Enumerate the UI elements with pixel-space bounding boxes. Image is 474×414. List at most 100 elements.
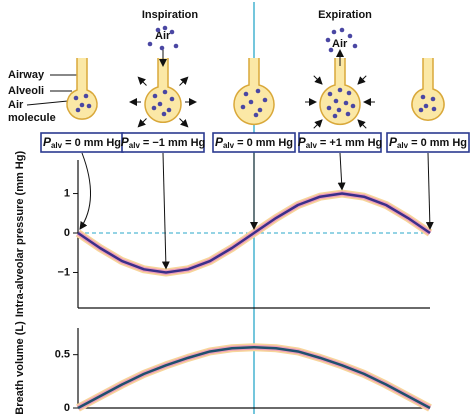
air-molecule	[157, 101, 163, 107]
air-molecule	[257, 107, 263, 113]
air-molecule	[73, 95, 79, 101]
air-molecule	[331, 29, 337, 35]
air-molecule	[166, 107, 172, 113]
pressure-subscript: alv	[129, 141, 141, 150]
air-molecule	[243, 91, 249, 97]
pressure-text: Palv = 0 mm Hg	[43, 135, 121, 150]
pressure-arrow	[179, 76, 189, 86]
pressure-value: = 0 mm Hg	[237, 137, 293, 149]
alveolus	[66, 58, 98, 120]
alveolus	[411, 58, 445, 121]
y-tick-label: 0	[64, 402, 70, 414]
pressure-arrow	[137, 118, 147, 128]
air-molecule	[155, 27, 161, 33]
pressure-value: = −1 mm Hg	[143, 137, 205, 149]
pressure-value: = 0 mm Hg	[65, 137, 121, 149]
air-molecule	[418, 107, 424, 113]
air-molecule	[326, 105, 332, 111]
air-molecule	[352, 43, 358, 49]
air-molecule	[253, 112, 259, 118]
air-molecule	[325, 37, 331, 43]
pressure-value: = 0 mm Hg	[411, 137, 467, 149]
air-molecule	[333, 98, 339, 104]
pressure-arrow	[313, 75, 323, 85]
pressure-text: Palv = +1 mm Hg	[298, 135, 383, 150]
pressure-subscript: alv	[51, 141, 63, 150]
air-molecule	[169, 96, 175, 102]
air-molecule	[79, 102, 85, 108]
pressure-box	[121, 132, 205, 153]
y-tick-label: 1	[64, 187, 70, 199]
air-molecule	[240, 104, 246, 110]
air-molecule	[169, 29, 175, 35]
air-molecule	[343, 100, 349, 106]
pressure-arrow	[357, 75, 367, 85]
pressure-arrow	[179, 118, 189, 128]
airway-label: Airway	[8, 69, 45, 81]
air-molecule	[430, 96, 436, 102]
curve	[77, 192, 431, 274]
pressure-value: = +1 mm Hg	[320, 137, 382, 149]
air-molecule	[86, 103, 92, 109]
air-molecule	[162, 25, 168, 31]
air-molecule	[162, 89, 168, 95]
y-tick-label: 0	[64, 227, 70, 239]
y-tick-label: −1	[57, 266, 70, 278]
pointer-arrow	[425, 152, 434, 231]
y-axis-label: Intra-alveolar pressure (mm Hg)	[14, 151, 26, 318]
pointer-arrow	[161, 152, 170, 270]
pointer-arrow	[337, 152, 346, 191]
air-molecule	[173, 43, 179, 49]
pressure-symbol: P	[121, 135, 130, 149]
air-molecule-label: molecule	[8, 112, 56, 124]
air-molecule	[255, 88, 261, 94]
air-molecule	[75, 107, 81, 113]
pressure-subscript: alv	[306, 141, 318, 150]
air-molecule	[327, 91, 333, 97]
air-molecule	[159, 45, 165, 51]
alveoli-label: Alveoli	[8, 85, 44, 97]
phase-label: Expiration	[318, 9, 372, 21]
pressure-box	[298, 132, 382, 153]
y-axis-label: Breath volume (L)	[14, 321, 26, 414]
pressure-text: Palv = −1 mm Hg	[121, 135, 206, 150]
pressure-subscript: alv	[397, 141, 409, 150]
pressure-symbol: P	[43, 135, 52, 149]
y-tick-label: 0.5	[55, 349, 70, 361]
pressure-symbol: P	[215, 135, 224, 149]
pressure-arrow	[357, 119, 367, 129]
pointer-arrow	[79, 152, 91, 230]
air-molecule	[345, 111, 351, 117]
pressure-subscript: alv	[223, 141, 235, 150]
air-molecule	[337, 87, 343, 93]
air-molecule-label: Air	[8, 99, 24, 111]
air-label: Air	[332, 38, 348, 50]
air-molecule	[83, 93, 89, 99]
air-molecule	[151, 105, 157, 111]
pressure-text: Palv = 0 mm Hg	[215, 135, 293, 150]
curve	[77, 345, 431, 410]
air-molecule	[339, 27, 345, 33]
phase-label: Inspiration	[142, 9, 199, 21]
air-molecule	[147, 41, 153, 47]
pressure-box	[386, 132, 470, 153]
air-molecule	[346, 90, 352, 96]
pressure-arrow	[137, 76, 147, 86]
air-molecule	[152, 93, 158, 99]
pressure-box	[212, 132, 296, 153]
air-label: Air	[155, 30, 171, 42]
pressure-text: Palv = 0 mm Hg	[389, 135, 467, 150]
air-molecule	[332, 113, 338, 119]
air-molecule	[328, 47, 334, 53]
air-molecule	[423, 103, 429, 109]
air-molecule	[248, 99, 254, 105]
air-molecule	[161, 111, 167, 117]
pressure-symbol: P	[389, 135, 398, 149]
air-molecule	[262, 97, 268, 103]
air-molecule	[336, 107, 342, 113]
air-molecule	[347, 33, 353, 39]
pressure-symbol: P	[298, 135, 307, 149]
pressure-arrow	[313, 119, 323, 129]
air-molecule	[431, 106, 437, 112]
